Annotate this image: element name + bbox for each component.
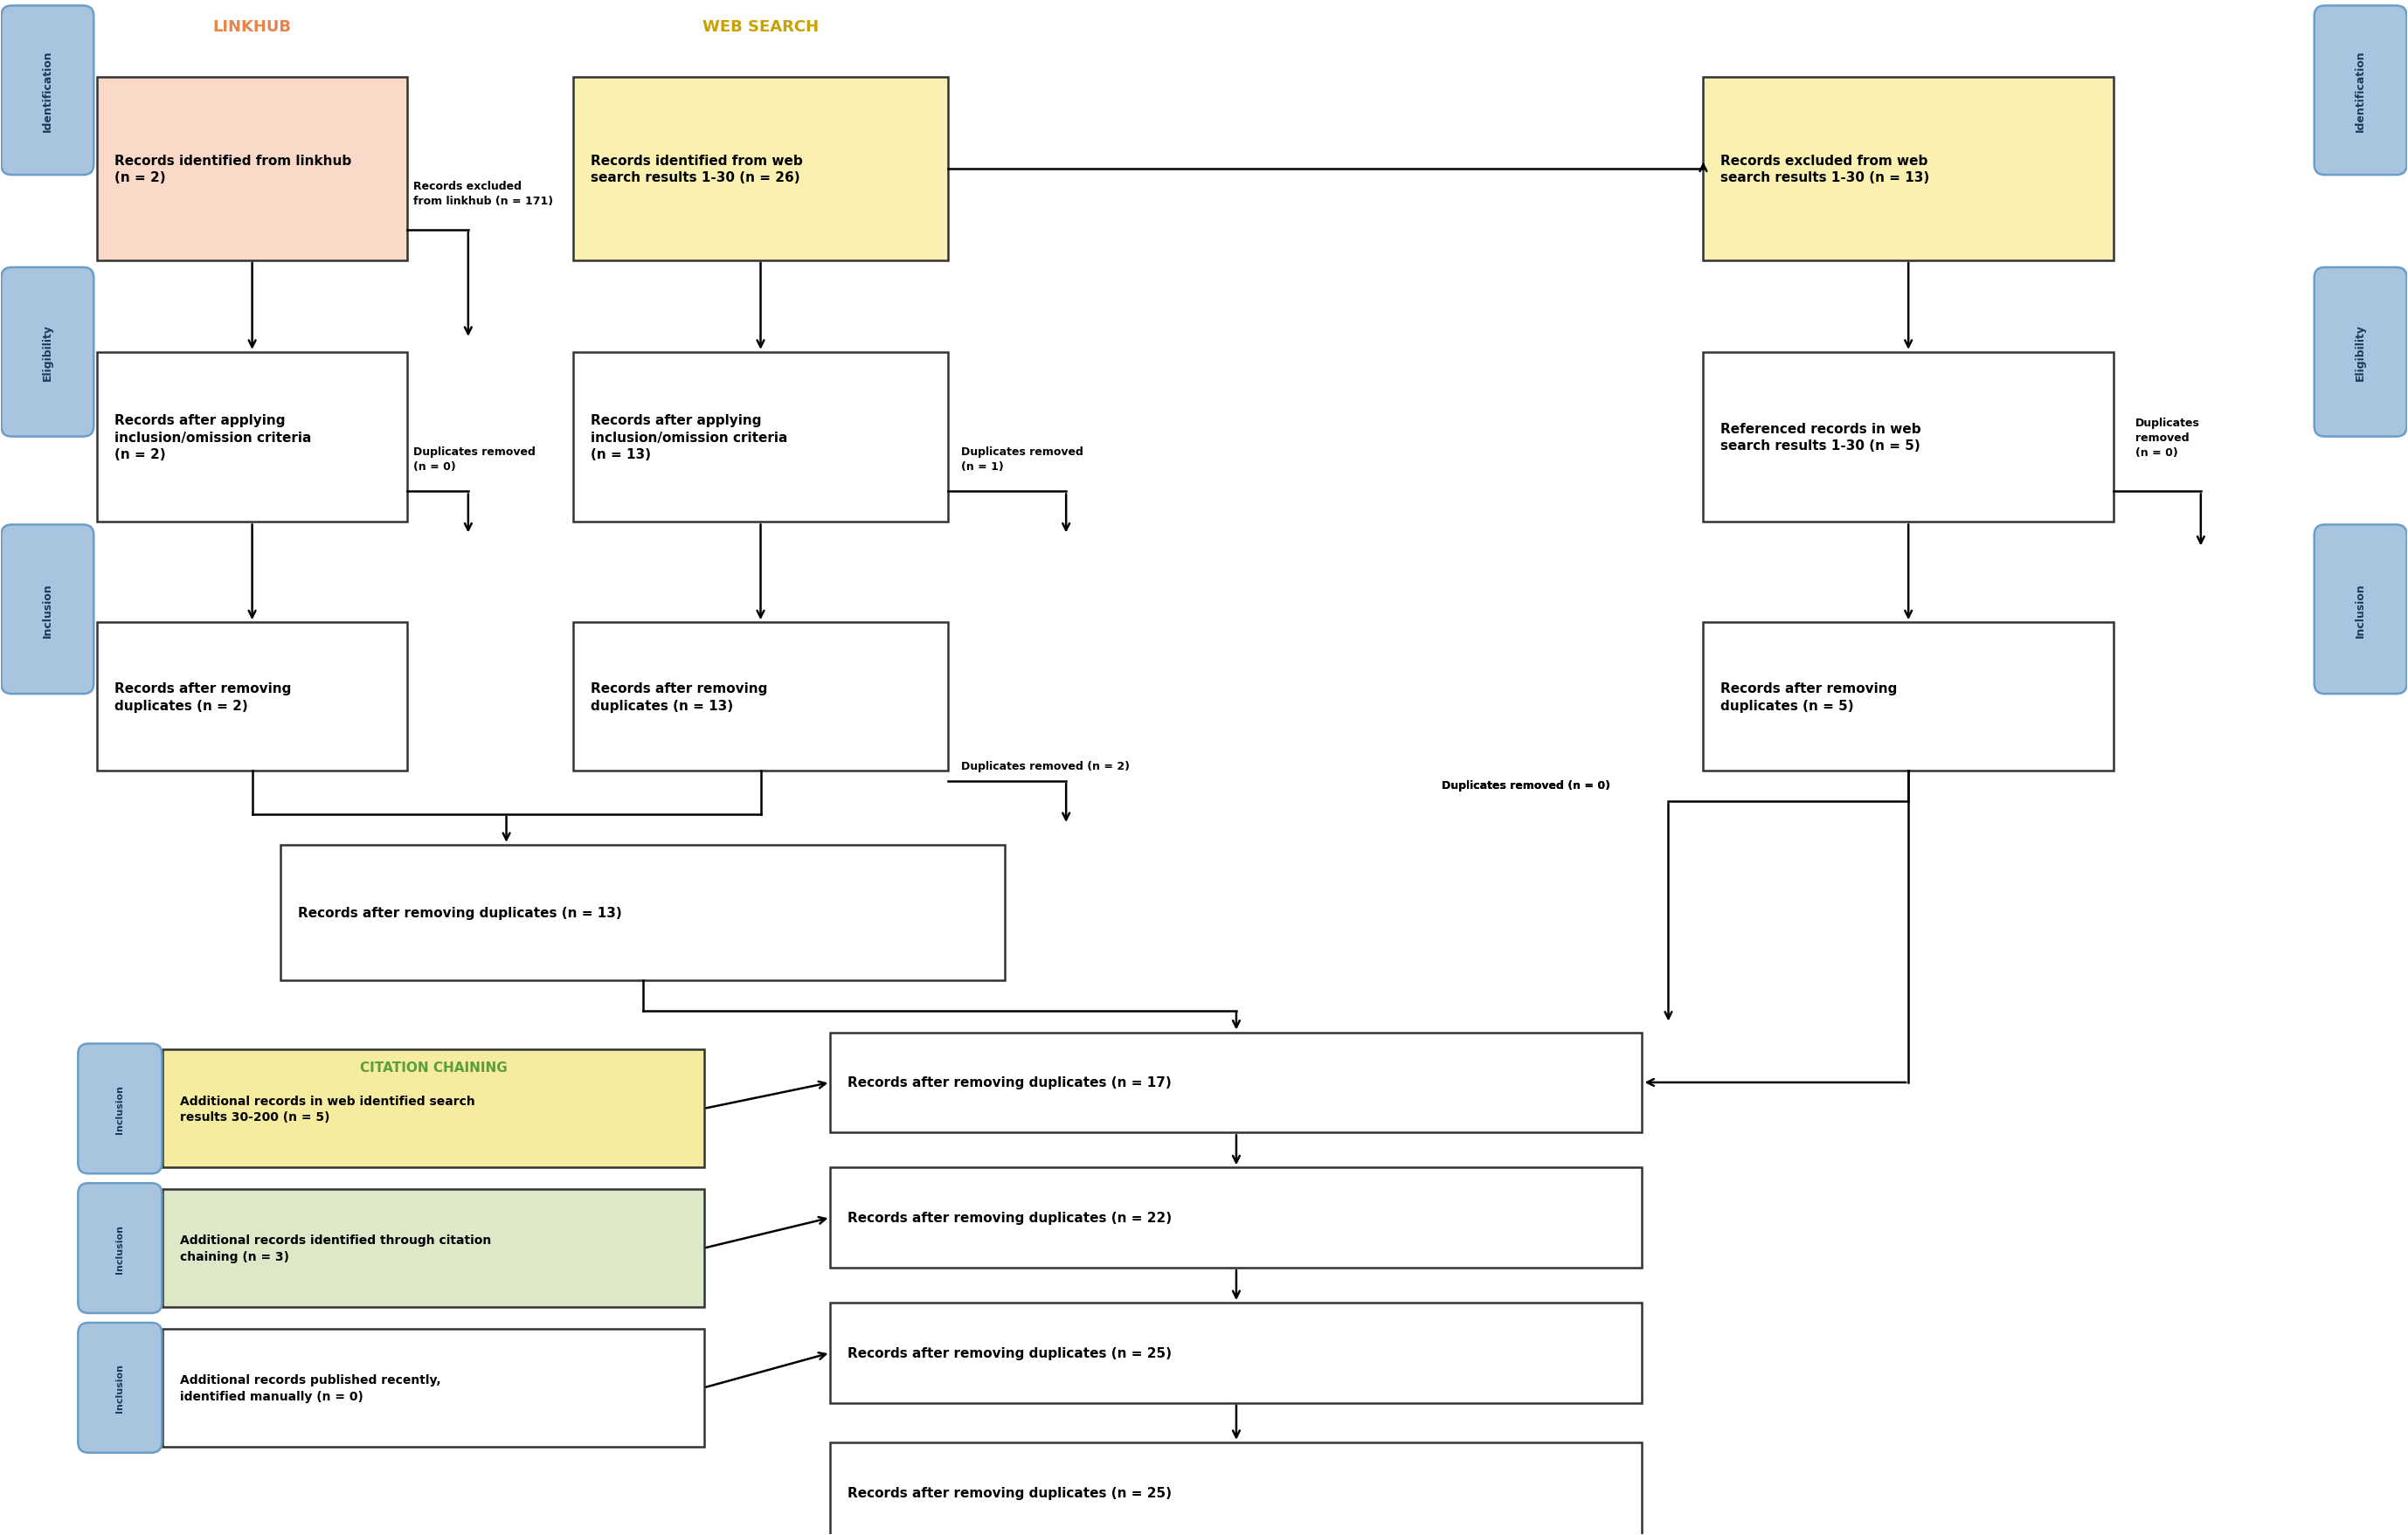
- FancyBboxPatch shape: [96, 623, 407, 771]
- Text: Inclusion: Inclusion: [116, 1084, 125, 1133]
- Text: Records excluded from web
search results 1-30 (n = 13): Records excluded from web search results…: [1722, 155, 1929, 184]
- FancyBboxPatch shape: [2314, 525, 2406, 694]
- FancyBboxPatch shape: [77, 1044, 161, 1174]
- Text: LINKHUB: LINKHUB: [212, 20, 291, 35]
- Text: Duplicates removed (n = 0): Duplicates removed (n = 0): [1442, 780, 1611, 792]
- Text: Duplicates
removed
(n = 0): Duplicates removed (n = 0): [2136, 418, 2201, 459]
- FancyBboxPatch shape: [573, 78, 949, 261]
- Text: Duplicates removed
(n = 0): Duplicates removed (n = 0): [414, 445, 535, 471]
- Text: Identification: Identification: [2355, 51, 2367, 132]
- Text: Records after removing duplicates (n = 17): Records after removing duplicates (n = 1…: [848, 1076, 1173, 1090]
- FancyBboxPatch shape: [1702, 78, 2114, 261]
- FancyBboxPatch shape: [573, 353, 949, 522]
- Text: Records after applying
inclusion/omission criteria
(n = 2): Records after applying inclusion/omissio…: [116, 414, 311, 462]
- Text: Records identified from linkhub
(n = 2): Records identified from linkhub (n = 2): [116, 155, 352, 184]
- FancyBboxPatch shape: [164, 1329, 703, 1446]
- FancyBboxPatch shape: [573, 623, 949, 771]
- Text: Duplicates removed (n = 2): Duplicates removed (n = 2): [961, 760, 1129, 772]
- Text: Eligibility: Eligibility: [2355, 324, 2367, 381]
- FancyBboxPatch shape: [831, 1033, 1642, 1133]
- FancyBboxPatch shape: [164, 1050, 703, 1168]
- Text: Records after removing
duplicates (n = 2): Records after removing duplicates (n = 2…: [116, 682, 291, 712]
- FancyBboxPatch shape: [77, 1323, 161, 1452]
- Text: Additional records in web identified search
results 30-200 (n = 5): Additional records in web identified sea…: [181, 1094, 474, 1124]
- FancyBboxPatch shape: [2314, 269, 2406, 437]
- FancyBboxPatch shape: [77, 1183, 161, 1314]
- Text: Records after removing
duplicates (n = 13): Records after removing duplicates (n = 1…: [590, 682, 768, 712]
- Text: Records excluded
from linkhub (n = 171): Records excluded from linkhub (n = 171): [414, 181, 554, 207]
- FancyBboxPatch shape: [2, 269, 94, 437]
- Text: Duplicates removed
(n = 1): Duplicates removed (n = 1): [961, 445, 1084, 471]
- Text: Records after removing duplicates (n = 25): Records after removing duplicates (n = 2…: [848, 1486, 1173, 1498]
- FancyBboxPatch shape: [96, 353, 407, 522]
- Text: CITATION CHAINING: CITATION CHAINING: [359, 1061, 508, 1074]
- Text: Inclusion: Inclusion: [2355, 582, 2367, 637]
- FancyBboxPatch shape: [2314, 6, 2406, 175]
- Text: Identification: Identification: [41, 51, 53, 132]
- FancyBboxPatch shape: [1702, 623, 2114, 771]
- FancyBboxPatch shape: [831, 1168, 1642, 1268]
- Text: Records after removing duplicates (n = 25): Records after removing duplicates (n = 2…: [848, 1346, 1173, 1360]
- FancyBboxPatch shape: [2, 525, 94, 694]
- FancyBboxPatch shape: [1702, 353, 2114, 522]
- FancyBboxPatch shape: [831, 1303, 1642, 1403]
- Text: Additional records identified through citation
chaining (n = 3): Additional records identified through ci…: [181, 1234, 491, 1262]
- FancyBboxPatch shape: [96, 78, 407, 261]
- Text: Inclusion: Inclusion: [41, 582, 53, 637]
- Text: Records after removing duplicates (n = 22): Records after removing duplicates (n = 2…: [848, 1211, 1173, 1225]
- Text: Inclusion: Inclusion: [116, 1363, 125, 1412]
- Text: Referenced records in web
search results 1-30 (n = 5): Referenced records in web search results…: [1722, 422, 1922, 453]
- Text: Records after removing duplicates (n = 13): Records after removing duplicates (n = 1…: [299, 906, 621, 919]
- FancyBboxPatch shape: [2, 6, 94, 175]
- FancyBboxPatch shape: [279, 846, 1004, 981]
- Text: Records after removing
duplicates (n = 5): Records after removing duplicates (n = 5…: [1722, 682, 1898, 712]
- Text: Inclusion: Inclusion: [116, 1223, 125, 1273]
- Text: Additional records published recently,
identified manually (n = 0): Additional records published recently, i…: [181, 1374, 441, 1401]
- Text: Records identified from web
search results 1-30 (n = 26): Records identified from web search resul…: [590, 155, 802, 184]
- Text: WEB SEARCH: WEB SEARCH: [703, 20, 819, 35]
- FancyBboxPatch shape: [831, 1443, 1642, 1535]
- Text: Records after applying
inclusion/omission criteria
(n = 13): Records after applying inclusion/omissio…: [590, 414, 787, 462]
- Text: Eligibility: Eligibility: [41, 324, 53, 381]
- FancyBboxPatch shape: [164, 1190, 703, 1308]
- Text: Duplicates removed (n = 0): Duplicates removed (n = 0): [1442, 780, 1611, 792]
